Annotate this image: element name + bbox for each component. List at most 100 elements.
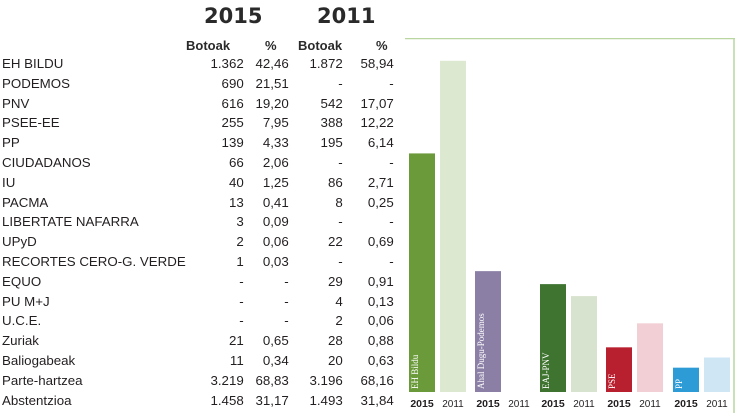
cell-p2015: 0,09 [262, 214, 289, 230]
bar-label-pp: PP [674, 379, 684, 389]
year-header-2011: 2011 [317, 4, 376, 28]
cell-p2011: 68,16 [360, 372, 394, 388]
table-row: Baliogabeak 11 0,34 20 0,63 [2, 351, 394, 371]
cell-name: Baliogabeak [2, 352, 76, 368]
cell-p2011: - [389, 253, 394, 269]
percent-header-2015: % [265, 38, 277, 53]
x-tick-label-2011: 2011 [573, 399, 595, 410]
cell-v2011: 1.493 [309, 392, 343, 408]
cell-v2015: 1.362 [210, 56, 244, 71]
bar-eaj-pnv-2015 [540, 284, 566, 392]
table-row: LIBERTATE NAFARRA 3 0,09 - - [2, 212, 394, 232]
cell-name: EH BILDU [2, 56, 64, 71]
cell-v2011: 388 [320, 115, 343, 131]
cell-v2015: 3 [236, 214, 244, 230]
cell-v2015: 616 [221, 95, 244, 111]
cell-name: CIUDADANOS [2, 154, 91, 170]
cell-v2011: - [338, 154, 343, 170]
x-tick-label-2011: 2011 [639, 399, 661, 410]
table-row: EH BILDU 1.362 42,46 1.872 58,94 [2, 54, 394, 74]
cell-p2011: 0,63 [367, 352, 394, 368]
x-tick-label-2015: 2015 [674, 398, 698, 410]
cell-p2011: 0,13 [367, 293, 394, 309]
bar-label-pse: PSE [607, 373, 617, 389]
bar-pse-2011 [637, 323, 663, 392]
cell-p2011: - [389, 154, 394, 170]
votes-header-2011: Botoak [298, 38, 343, 53]
cell-p2011: - [389, 214, 394, 230]
cell-p2011: 6,14 [367, 135, 394, 151]
bar-label-ahal-dugu-podemos: Ahal Dugu-Podemos [476, 313, 486, 389]
cell-name: Parte-hartzea [2, 372, 83, 388]
cell-v2015: 13 [228, 194, 244, 210]
cell-p2011: 17,07 [360, 95, 394, 111]
cell-name: U.C.E. [2, 313, 42, 329]
cell-v2011: 28 [327, 333, 343, 349]
cell-name: PSEE-EE [2, 115, 60, 131]
bar-pp-2015 [673, 367, 699, 392]
cell-v2015: - [239, 293, 244, 309]
cell-v2015: 1 [236, 253, 244, 269]
table-row: PACMA 13 0,41 8 0,25 [2, 193, 394, 213]
cell-p2011: 58,94 [360, 56, 394, 71]
table-row: UPyD 2 0,06 22 0,69 [2, 232, 394, 252]
cell-name: UPyD [2, 234, 37, 250]
cell-p2015: - [284, 273, 289, 289]
cell-p2015: - [284, 293, 289, 309]
table-row: PU M+J - - 4 0,13 [2, 292, 394, 312]
cell-p2015: 1,25 [262, 174, 289, 190]
x-tick-label-2015: 2015 [541, 398, 565, 410]
x-tick-label-2011: 2011 [442, 399, 464, 410]
table-row: IU 40 1,25 86 2,71 [2, 173, 394, 193]
cell-p2011: - [389, 75, 394, 91]
cell-v2011: 195 [320, 135, 343, 151]
bar-eaj-pnv-2011 [571, 296, 597, 392]
cell-v2015: 3.219 [210, 372, 244, 388]
cell-p2015: 2,06 [262, 154, 289, 170]
bar-eh-bildu-2015 [409, 153, 435, 392]
cell-name: LIBERTATE NAFARRA [2, 214, 139, 230]
cell-v2015: 1.458 [210, 392, 244, 408]
cell-v2015: 2 [236, 234, 244, 250]
cell-p2015: 0,41 [262, 194, 289, 210]
table-row: PNV 616 19,20 542 17,07 [2, 94, 394, 114]
votes-header-2015: Botoak [186, 38, 231, 53]
cell-v2011: - [338, 253, 343, 269]
cell-name: RECORTES CERO-G. VERDE [2, 253, 186, 269]
bar-label-eaj-pnv: EAJ-PNV [541, 352, 551, 389]
bar-pp-2011 [704, 357, 730, 392]
cell-v2015: 139 [221, 135, 244, 151]
cell-p2015: 0,06 [262, 234, 289, 250]
table-row: Zuriak 21 0,65 28 0,88 [2, 331, 394, 351]
cell-v2011: 86 [327, 174, 343, 190]
cell-name: PODEMOS [2, 75, 70, 91]
cell-p2011: 12,22 [360, 115, 394, 131]
cell-name: IU [2, 174, 16, 190]
cell-p2015: 68,83 [255, 372, 289, 388]
cell-v2015: 255 [221, 115, 244, 131]
cell-v2015: - [239, 273, 244, 289]
table-row: Parte-hartzea 3.219 68,83 3.196 68,16 [2, 371, 394, 391]
cell-v2015: - [239, 313, 244, 329]
cell-p2011: 0,69 [367, 234, 394, 250]
bar-chart: 2015 2011 EH Bildu 2015 2011 Ahal Dugu-Podemo… [405, 38, 735, 413]
cell-p2011: 0,88 [367, 333, 394, 349]
cell-v2011: 8 [335, 194, 343, 210]
cell-v2011: 20 [327, 352, 343, 368]
cell-name: PP [2, 135, 20, 151]
bar-eh-bildu-2011 [440, 60, 466, 393]
cell-v2015: 690 [221, 75, 244, 91]
cell-p2015: 19,20 [255, 95, 289, 111]
cell-name: PU M+J [2, 293, 50, 309]
results-table: EH BILDU 1.362 42,46 1.872 58,94 PODEMOS 690 21… [2, 54, 394, 410]
cell-v2011: 542 [320, 95, 343, 111]
percent-header-2011: % [376, 38, 388, 53]
cell-p2015: 42,46 [255, 56, 289, 71]
cell-name: PNV [2, 95, 30, 111]
cell-p2015: 4,33 [262, 135, 289, 151]
cell-p2015: - [284, 313, 289, 329]
cell-v2015: 11 [229, 352, 244, 368]
cell-p2015: 0,65 [262, 333, 289, 349]
cell-v2011: 29 [327, 273, 343, 289]
table-row: RECORTES CERO-G. VERDE 1 0,03 - - [2, 252, 394, 272]
